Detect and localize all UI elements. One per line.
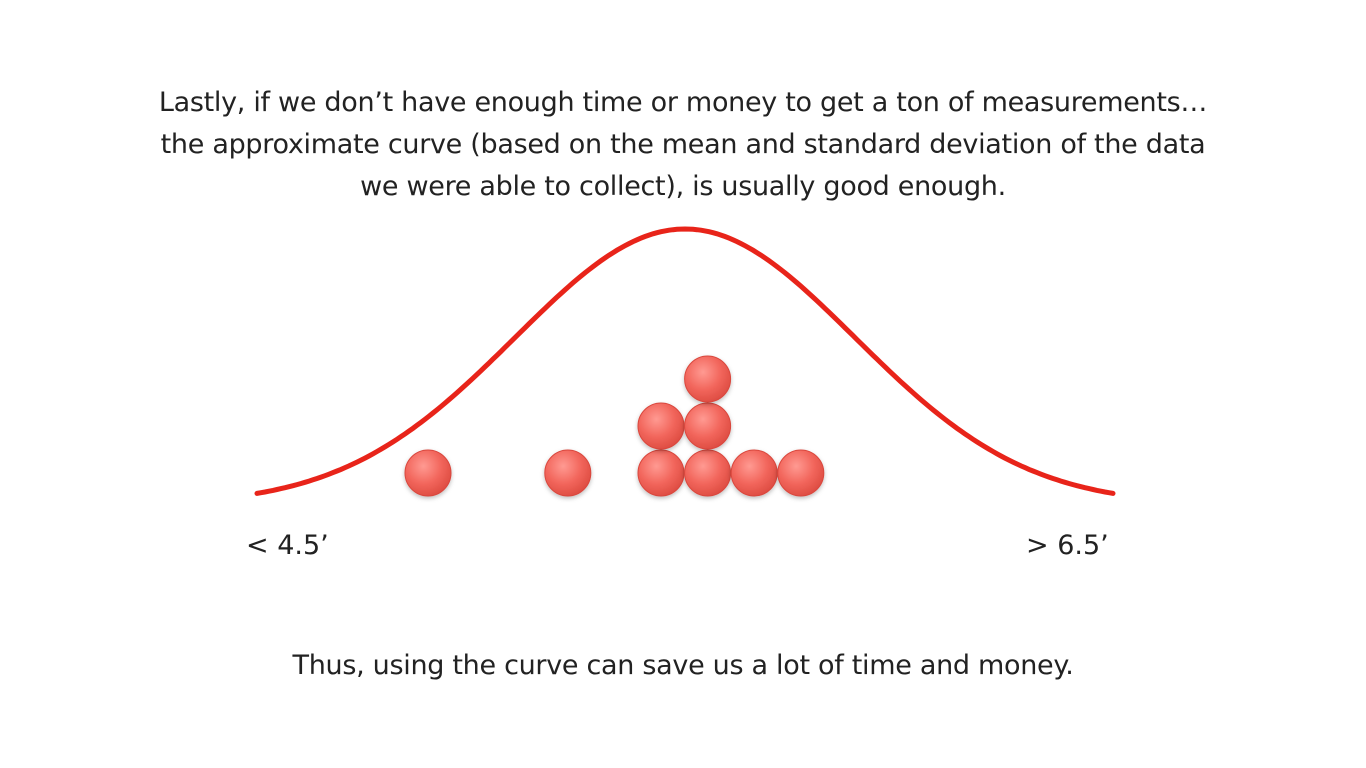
data-dot xyxy=(684,355,732,403)
data-dots xyxy=(404,355,825,497)
data-dot xyxy=(404,449,452,497)
data-dot xyxy=(637,402,685,450)
axis-left-label: < 4.5’ xyxy=(246,530,329,561)
data-dot xyxy=(730,449,778,497)
intro-line-2: the approximate curve (based on the mean… xyxy=(160,129,1206,160)
axis-right-label: > 6.5’ xyxy=(1026,530,1109,561)
data-dot xyxy=(684,449,732,497)
conclusion-text: Thus, using the curve can save us a lot … xyxy=(292,650,1074,681)
intro-line-1: Lastly, if we don’t have enough time or … xyxy=(158,87,1208,118)
bell-curve xyxy=(254,226,1116,496)
data-dot xyxy=(684,402,732,450)
intro-text: Lastly, if we don’t have enough time or … xyxy=(100,82,1266,208)
intro-line-3: we were able to collect), is usually goo… xyxy=(360,171,1006,202)
data-dot xyxy=(544,449,592,497)
data-dot xyxy=(777,449,825,497)
data-dot xyxy=(637,449,685,497)
